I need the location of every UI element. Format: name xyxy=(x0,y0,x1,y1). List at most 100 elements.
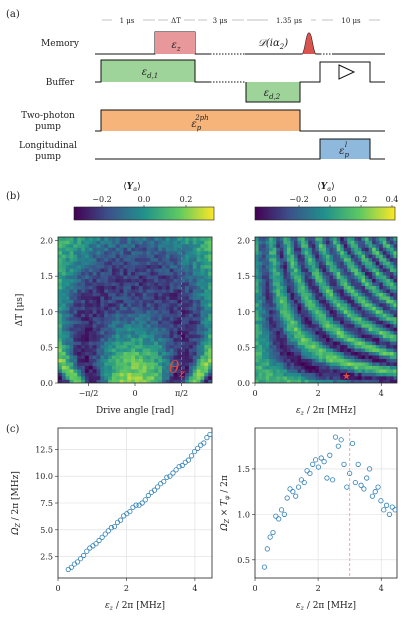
heatmap-cell xyxy=(208,362,212,366)
heatmap-cell xyxy=(92,327,97,332)
heatmap-cell xyxy=(100,303,105,307)
heatmap-cell xyxy=(318,264,323,269)
heatmap-cell xyxy=(188,237,194,241)
heatmap-cell xyxy=(111,237,117,241)
heatmap-cell xyxy=(92,337,97,342)
data-point xyxy=(136,502,142,508)
heatmap-cell xyxy=(272,337,277,342)
heatmap-cell xyxy=(368,243,373,248)
heatmap-cell xyxy=(138,306,143,311)
heatmap-cell xyxy=(200,240,205,245)
heatmap-cell xyxy=(336,362,341,366)
heatmap-cell xyxy=(65,299,70,304)
heatmap-cell xyxy=(368,264,373,269)
heatmap-cell xyxy=(269,316,274,321)
heatmap-cell xyxy=(142,278,147,283)
heatmap-cell xyxy=(65,379,70,383)
heatmap-cell xyxy=(269,264,274,269)
heatmap-cell xyxy=(108,247,113,252)
heatmap-cell xyxy=(336,365,341,370)
heatmap-cell xyxy=(185,365,190,370)
heatmap-cell xyxy=(297,247,302,252)
heatmap-cell xyxy=(258,250,263,255)
heatmap-cell xyxy=(308,278,313,283)
heatmap-cell xyxy=(192,337,197,342)
heatmap-cell xyxy=(208,348,212,353)
heatmap-cell xyxy=(208,264,212,269)
heatmap-cell xyxy=(81,282,86,286)
heatmap-cell xyxy=(283,323,288,328)
heatmap-cell xyxy=(304,310,309,314)
heatmap-cell xyxy=(119,344,124,349)
heatmap-cell xyxy=(77,268,82,273)
heatmap-cell xyxy=(165,243,170,248)
heatmap-cell xyxy=(272,313,277,318)
heatmap-cell xyxy=(318,313,323,318)
heatmap-cell xyxy=(88,341,93,346)
heatmap-cell xyxy=(188,334,194,339)
heatmap-cell xyxy=(301,271,305,276)
heatmap-cell xyxy=(286,243,291,248)
heatmap-cell xyxy=(104,247,109,252)
heatmap-cell xyxy=(154,358,159,363)
heatmap-cell xyxy=(115,250,120,255)
heatmap-cell xyxy=(115,365,120,370)
heatmap-cell xyxy=(119,247,124,252)
heatmap-cell xyxy=(119,351,124,356)
heatmap-cell xyxy=(326,289,330,293)
heatmap-cell xyxy=(204,348,209,353)
heatmap-cell xyxy=(96,285,101,290)
heatmap-cell xyxy=(185,303,190,307)
heatmap-cell xyxy=(326,379,330,383)
heatmap-cell xyxy=(304,337,309,342)
heatmap-cell xyxy=(161,372,167,377)
heatmap-cell xyxy=(343,271,348,276)
heatmap-cell xyxy=(340,285,345,290)
heatmap-cell xyxy=(262,285,266,290)
pulse-label-displacement: 𝒟(iα2) xyxy=(258,38,288,51)
heatmap-cell xyxy=(357,327,362,332)
heatmap-cell xyxy=(108,358,113,363)
heatmap-cell xyxy=(115,369,120,373)
x-tick-label: 0 xyxy=(55,584,60,593)
heatmap-cell xyxy=(386,271,391,276)
heatmap-cell xyxy=(290,376,295,380)
heatmap-cell xyxy=(297,243,302,248)
heatmap-cell xyxy=(350,237,355,241)
heatmap-cell xyxy=(200,379,205,383)
heatmap-cell xyxy=(304,362,309,366)
heatmap-cell xyxy=(333,306,337,311)
theta-z-annotation: θz xyxy=(169,358,185,380)
heatmap-cell xyxy=(181,303,186,307)
heatmap-cell xyxy=(146,348,151,353)
heatmap-cell xyxy=(192,240,197,245)
heatmap-cell xyxy=(340,372,345,377)
heatmap-cell xyxy=(326,275,330,280)
heatmap-cell xyxy=(119,285,124,290)
heatmap-cell xyxy=(301,261,305,266)
heatmap-cell xyxy=(142,299,147,304)
heatmap-cell xyxy=(146,261,151,266)
pulse-eps-z xyxy=(155,32,195,54)
heatmap-cell xyxy=(108,278,113,283)
heatmap-cell xyxy=(177,355,182,359)
heatmap-cell xyxy=(262,243,266,248)
heatmap-cell xyxy=(177,344,182,349)
heatmap-cell xyxy=(88,313,93,318)
heatmap-cell xyxy=(81,379,86,383)
heatmap-cell xyxy=(115,299,120,304)
heatmap-cell xyxy=(177,257,182,262)
heatmap-cell xyxy=(100,296,105,300)
heatmap-cell xyxy=(196,285,201,290)
heatmap-cell xyxy=(123,243,128,248)
heatmap-cell xyxy=(196,365,201,370)
heatmap-cell xyxy=(372,237,376,241)
pulse-eps-p-l xyxy=(320,139,370,159)
heatmap-cell xyxy=(73,237,78,241)
heatmap-cell xyxy=(100,285,105,290)
heatmap-cell xyxy=(104,306,109,311)
heatmap-cell xyxy=(318,323,323,328)
heatmap-cell xyxy=(96,289,101,293)
heatmap-cell xyxy=(255,282,259,286)
heatmap-cell xyxy=(69,334,74,339)
